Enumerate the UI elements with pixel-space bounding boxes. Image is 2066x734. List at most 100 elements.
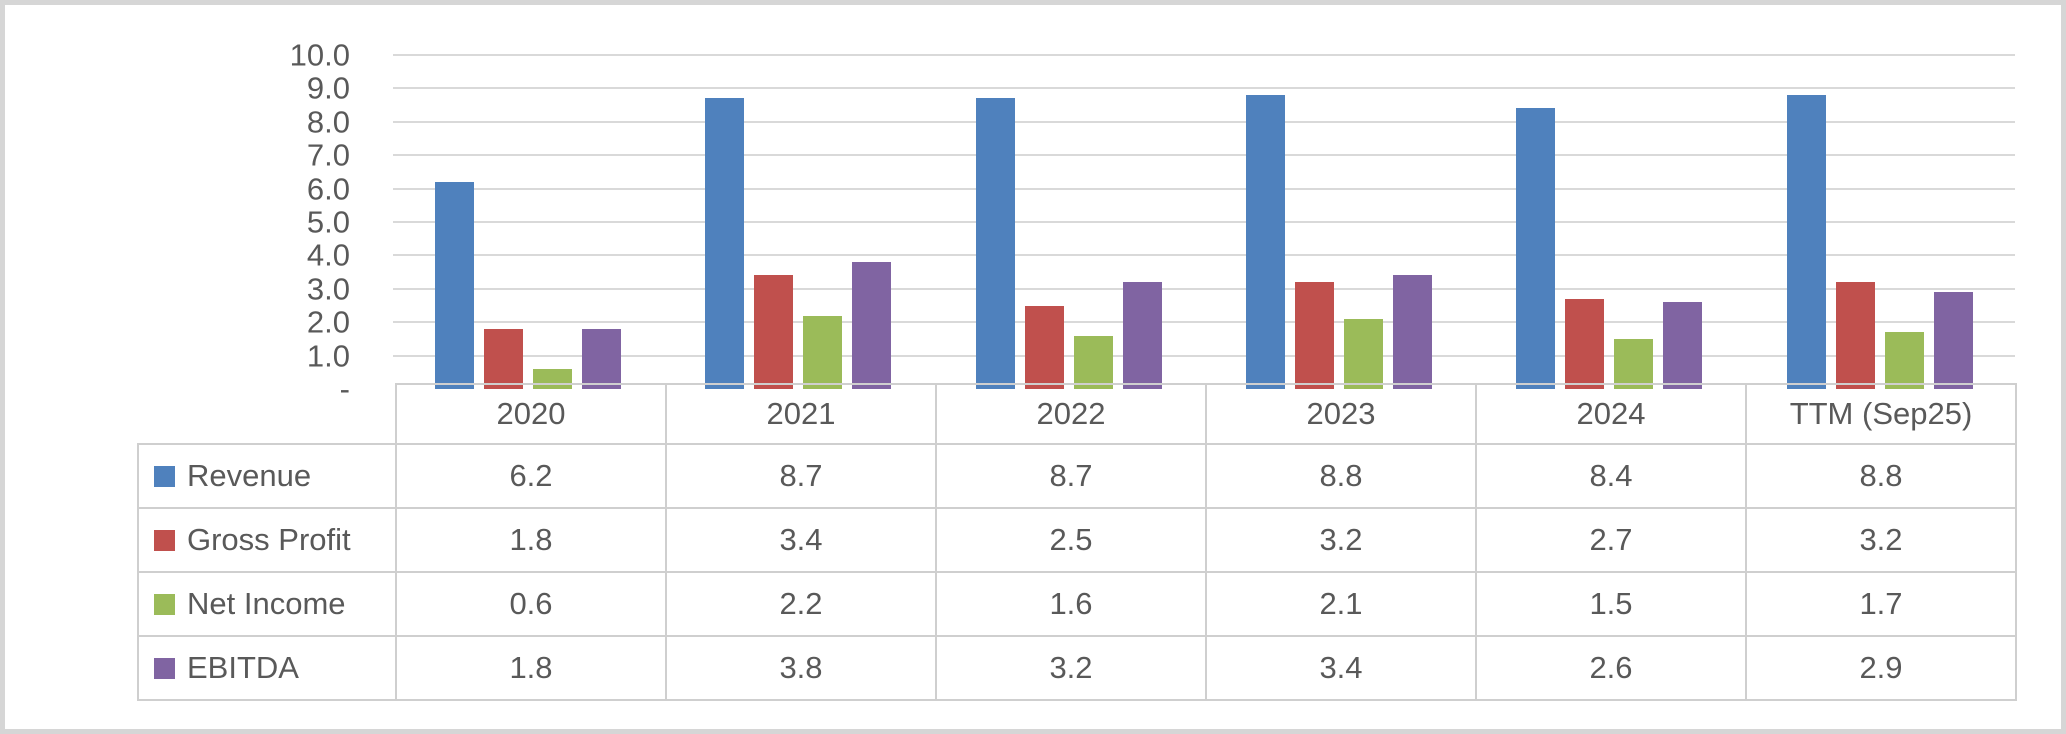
y-axis: 10.0 9.0 8.0 7.0 6.0 5.0 4.0 3.0 2.0 1.0-: [5, 40, 350, 405]
bars-layer: [393, 55, 2015, 389]
value-cell-gross-profit-2022: 2.5: [935, 507, 1207, 573]
y-axis-label-6-0: 6.0: [306, 171, 350, 207]
table-header-row: 2020 2021 2022 2023 2024 TTM (Sep25): [138, 383, 2017, 445]
value-cell-revenue-2024: 8.4: [1475, 443, 1747, 509]
series-label-cell-net-income: Net Income: [137, 571, 397, 637]
plot-area: [393, 54, 2015, 389]
column-header-2024: 2024: [1475, 383, 1747, 445]
bar-gross-profit-2023: [1295, 282, 1335, 389]
bar-gross-profit-ttm-sep25: [1835, 282, 1875, 389]
series-name-net-income: Net Income: [187, 586, 346, 621]
bar-ebitda-2023: [1393, 275, 1433, 389]
bar-group-ttm-sep25: [1745, 55, 2015, 389]
series-label-cell-revenue: Revenue: [137, 443, 397, 509]
bar-gross-profit-2024: [1565, 298, 1605, 389]
y-axis-label-3-0: 3.0: [306, 271, 350, 307]
bar-gross-profit-2020: [484, 328, 524, 389]
y-axis-label-4-0: 4.0: [306, 237, 350, 273]
bar-group-2023: [1204, 55, 1474, 389]
table-row-ebitda: EBITDA 1.8 3.8 3.2 3.4 2.6 2.9: [137, 635, 2017, 701]
y-axis-label-8-0: 8.0: [306, 104, 350, 140]
value-cell-net-income-2022: 1.6: [935, 571, 1207, 637]
value-cell-gross-profit-2024: 2.7: [1475, 507, 1747, 573]
bar-revenue-2020: [435, 181, 475, 389]
value-cell-gross-profit-ttm-sep25: 3.2: [1745, 507, 2017, 573]
y-axis-label-zero: -: [339, 371, 350, 407]
value-cell-ebitda-ttm-sep25: 2.9: [1745, 635, 2017, 701]
series-label-cell-gross-profit: Gross Profit: [137, 507, 397, 573]
bar-net-income-2022: [1073, 335, 1113, 389]
table-row-gross-profit: Gross Profit 1.8 3.4 2.5 3.2 2.7 3.2: [137, 507, 2017, 573]
bar-ebitda-2021: [852, 262, 892, 389]
value-cell-ebitda-2022: 3.2: [935, 635, 1207, 701]
y-axis-label-10-0: 10.0: [289, 37, 350, 73]
legend-key-ebitda: [154, 658, 175, 679]
value-cell-ebitda-2024: 2.6: [1475, 635, 1747, 701]
y-axis-label-1-0: 1.0: [306, 338, 350, 374]
value-cell-net-income-2024: 1.5: [1475, 571, 1747, 637]
bar-revenue-2022: [975, 98, 1015, 389]
bar-group-2024: [1474, 55, 1744, 389]
bar-revenue-2021: [705, 98, 745, 389]
value-cell-ebitda-2020: 1.8: [395, 635, 667, 701]
bar-revenue-ttm-sep25: [1786, 95, 1826, 389]
bar-ebitda-2024: [1663, 302, 1703, 389]
value-cell-revenue-2021: 8.7: [665, 443, 937, 509]
bar-ebitda-ttm-sep25: [1933, 292, 1973, 389]
value-cell-net-income-2020: 0.6: [395, 571, 667, 637]
bar-revenue-2023: [1246, 95, 1286, 389]
bar-group-2021: [663, 55, 933, 389]
gridline: [393, 187, 2015, 190]
value-cell-net-income-2023: 2.1: [1205, 571, 1477, 637]
series-label-cell-ebitda: EBITDA: [137, 635, 397, 701]
gridline: [393, 287, 2015, 290]
y-axis-label-5-0: 5.0: [306, 204, 350, 240]
legend-key-gross-profit: [154, 530, 175, 551]
table-row-revenue: Revenue 6.2 8.7 8.7 8.8 8.4 8.8: [137, 443, 2017, 509]
gridline: [393, 87, 2015, 90]
table-row-net-income: Net Income 0.6 2.2 1.6 2.1 1.5 1.7: [137, 571, 2017, 637]
bar-net-income-2021: [803, 315, 843, 389]
y-axis-label-9-0: 9.0: [306, 70, 350, 106]
value-cell-ebitda-2021: 3.8: [665, 635, 937, 701]
y-axis-label-7-0: 7.0: [306, 137, 350, 173]
gridline: [393, 321, 2015, 324]
value-cell-ebitda-2023: 3.4: [1205, 635, 1477, 701]
bar-ebitda-2020: [582, 328, 622, 389]
gridline: [393, 221, 2015, 223]
bar-group-2022: [934, 55, 1204, 389]
legend-key-net-income: [154, 594, 175, 615]
column-header-2022: 2022: [935, 383, 1207, 445]
bar-group-2020: [393, 55, 663, 389]
bar-revenue-2024: [1516, 108, 1556, 389]
gridline: [393, 120, 2015, 123]
table-corner-blank: [138, 384, 396, 444]
gridline: [393, 254, 2015, 257]
bar-net-income-2023: [1344, 318, 1384, 389]
gridline: [393, 54, 2015, 56]
value-cell-revenue-ttm-sep25: 8.8: [1745, 443, 2017, 509]
series-name-gross-profit: Gross Profit: [187, 522, 351, 557]
gridline: [393, 354, 2015, 357]
bar-gross-profit-2021: [754, 275, 794, 389]
gridline: [393, 154, 2015, 157]
value-cell-gross-profit-2023: 3.2: [1205, 507, 1477, 573]
value-cell-revenue-2020: 6.2: [395, 443, 667, 509]
column-header-ttm-sep25: TTM (Sep25): [1745, 383, 2017, 445]
series-name-ebitda: EBITDA: [187, 650, 299, 685]
column-header-2023: 2023: [1205, 383, 1477, 445]
value-cell-net-income-ttm-sep25: 1.7: [1745, 571, 2017, 637]
bar-ebitda-2022: [1122, 282, 1162, 389]
value-cell-net-income-2021: 2.2: [665, 571, 937, 637]
bar-net-income-2024: [1614, 338, 1654, 389]
column-header-2020: 2020: [395, 383, 667, 445]
value-cell-revenue-2023: 8.8: [1205, 443, 1477, 509]
bar-gross-profit-2022: [1024, 305, 1064, 389]
value-cell-gross-profit-2021: 3.4: [665, 507, 937, 573]
value-cell-gross-profit-2020: 1.8: [395, 507, 667, 573]
bar-net-income-ttm-sep25: [1884, 332, 1924, 389]
value-cell-revenue-2022: 8.7: [935, 443, 1207, 509]
legend-key-revenue: [154, 466, 175, 487]
y-axis-label-2-0: 2.0: [306, 304, 350, 340]
column-header-2021: 2021: [665, 383, 937, 445]
